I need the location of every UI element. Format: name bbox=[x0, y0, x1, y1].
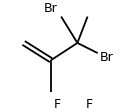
Text: F: F bbox=[86, 98, 93, 111]
Text: Br: Br bbox=[44, 2, 58, 15]
Text: F: F bbox=[54, 98, 61, 111]
Text: Br: Br bbox=[100, 51, 114, 64]
